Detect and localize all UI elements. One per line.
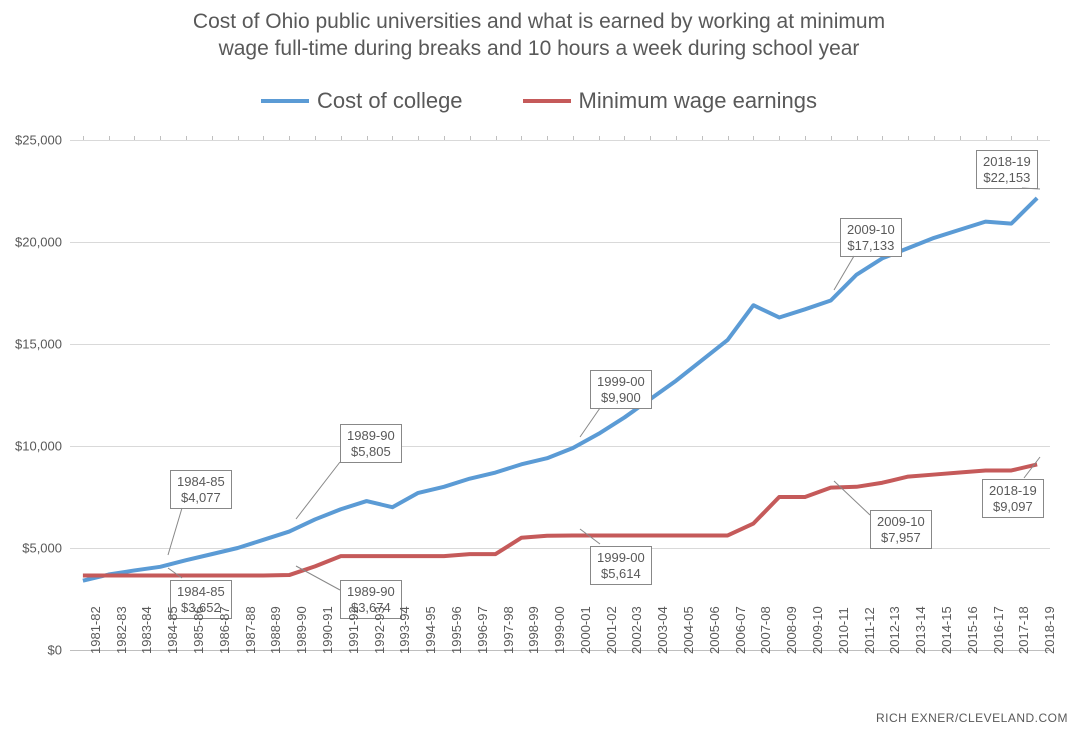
x-tick-label: 2008-09	[784, 606, 799, 654]
x-tick-label: 2009-10	[810, 606, 825, 654]
x-tick-label: 2015-16	[965, 606, 980, 654]
callout-leader	[168, 568, 182, 578]
x-tick-label: 1997-98	[501, 606, 516, 654]
y-tick-label: $10,000	[15, 439, 62, 454]
y-tick-label: $5,000	[22, 541, 62, 556]
x-tick-label: 1998-99	[526, 606, 541, 654]
title-line-1: Cost of Ohio public universities and wha…	[193, 10, 885, 60]
legend-swatch	[261, 99, 309, 103]
y-tick-label: $15,000	[15, 337, 62, 352]
x-tick-label: 1988-89	[268, 606, 283, 654]
x-tick-label: 1989-90	[294, 606, 309, 654]
x-tick-label: 2012-13	[887, 606, 902, 654]
y-tick-label: $20,000	[15, 235, 62, 250]
callout-leader	[296, 462, 340, 519]
x-tick-label: 1992-93	[372, 606, 387, 654]
attribution: RICH EXNER/CLEVELAND.COM	[876, 711, 1068, 725]
x-tick-label: 2018-19	[1042, 606, 1057, 654]
x-tick-label: 1994-95	[423, 606, 438, 654]
callout-leader	[168, 508, 182, 555]
legend-item: Minimum wage earnings	[523, 88, 817, 114]
chart-title: Cost of Ohio public universities and wha…	[0, 8, 1078, 63]
x-tick-label: 1993-94	[397, 606, 412, 654]
callout-leader	[1024, 457, 1040, 478]
x-tick-label: 2010-11	[836, 607, 851, 654]
x-tick-label: 2005-06	[707, 606, 722, 654]
x-tick-label: 1990-91	[320, 606, 335, 654]
callout-leader	[296, 566, 340, 590]
x-tick-label: 2000-01	[578, 606, 593, 654]
x-tick-label: 1984-85	[165, 606, 180, 654]
callout-leader	[580, 529, 600, 544]
x-tick-label: 2002-03	[629, 606, 644, 654]
callout-leaders	[70, 140, 1050, 650]
x-tick-label: 2006-07	[733, 606, 748, 654]
x-tick-label: 1983-84	[139, 606, 154, 654]
x-tick-label: 1985-86	[191, 606, 206, 654]
x-tick-label: 2013-14	[913, 606, 928, 654]
x-tick-label: 1991-92	[346, 606, 361, 654]
callout-leader	[580, 408, 600, 437]
x-tick-label: 1995-96	[449, 606, 464, 654]
x-tick-label: 2017-18	[1016, 606, 1031, 654]
x-tick-label: 2014-15	[939, 606, 954, 654]
chart-container: Cost of Ohio public universities and wha…	[0, 0, 1078, 731]
x-tick-label: 1981-82	[88, 606, 103, 654]
y-tick-label: $0	[48, 643, 62, 658]
legend-label: Cost of college	[317, 88, 463, 114]
legend-label: Minimum wage earnings	[579, 88, 817, 114]
x-tick-label: 2001-02	[604, 606, 619, 654]
plot-area: $0$5,000$10,000$15,000$20,000$25,0001984…	[70, 140, 1050, 650]
y-tick-label: $25,000	[15, 133, 62, 148]
callout-leader	[834, 481, 870, 515]
callout-leader	[834, 256, 854, 290]
x-tick-label: 2004-05	[681, 606, 696, 654]
x-tick-label: 2007-08	[758, 606, 773, 654]
x-tick-label: 1986-87	[217, 606, 232, 654]
legend-item: Cost of college	[261, 88, 463, 114]
x-tick-label: 1982-83	[114, 606, 129, 654]
x-tick-label: 2016-17	[991, 606, 1006, 654]
x-axis: 1981-821982-831983-841984-851985-861986-…	[70, 650, 1050, 710]
x-tick-label: 2011-12	[862, 607, 877, 654]
legend: Cost of college Minimum wage earnings	[0, 88, 1078, 114]
x-tick-label: 1999-00	[552, 606, 567, 654]
callout-leader	[1022, 188, 1040, 189]
x-tick-label: 2003-04	[655, 606, 670, 654]
x-tick-label: 1996-97	[475, 606, 490, 654]
legend-swatch	[523, 99, 571, 103]
x-tick-label: 1987-88	[243, 606, 258, 654]
